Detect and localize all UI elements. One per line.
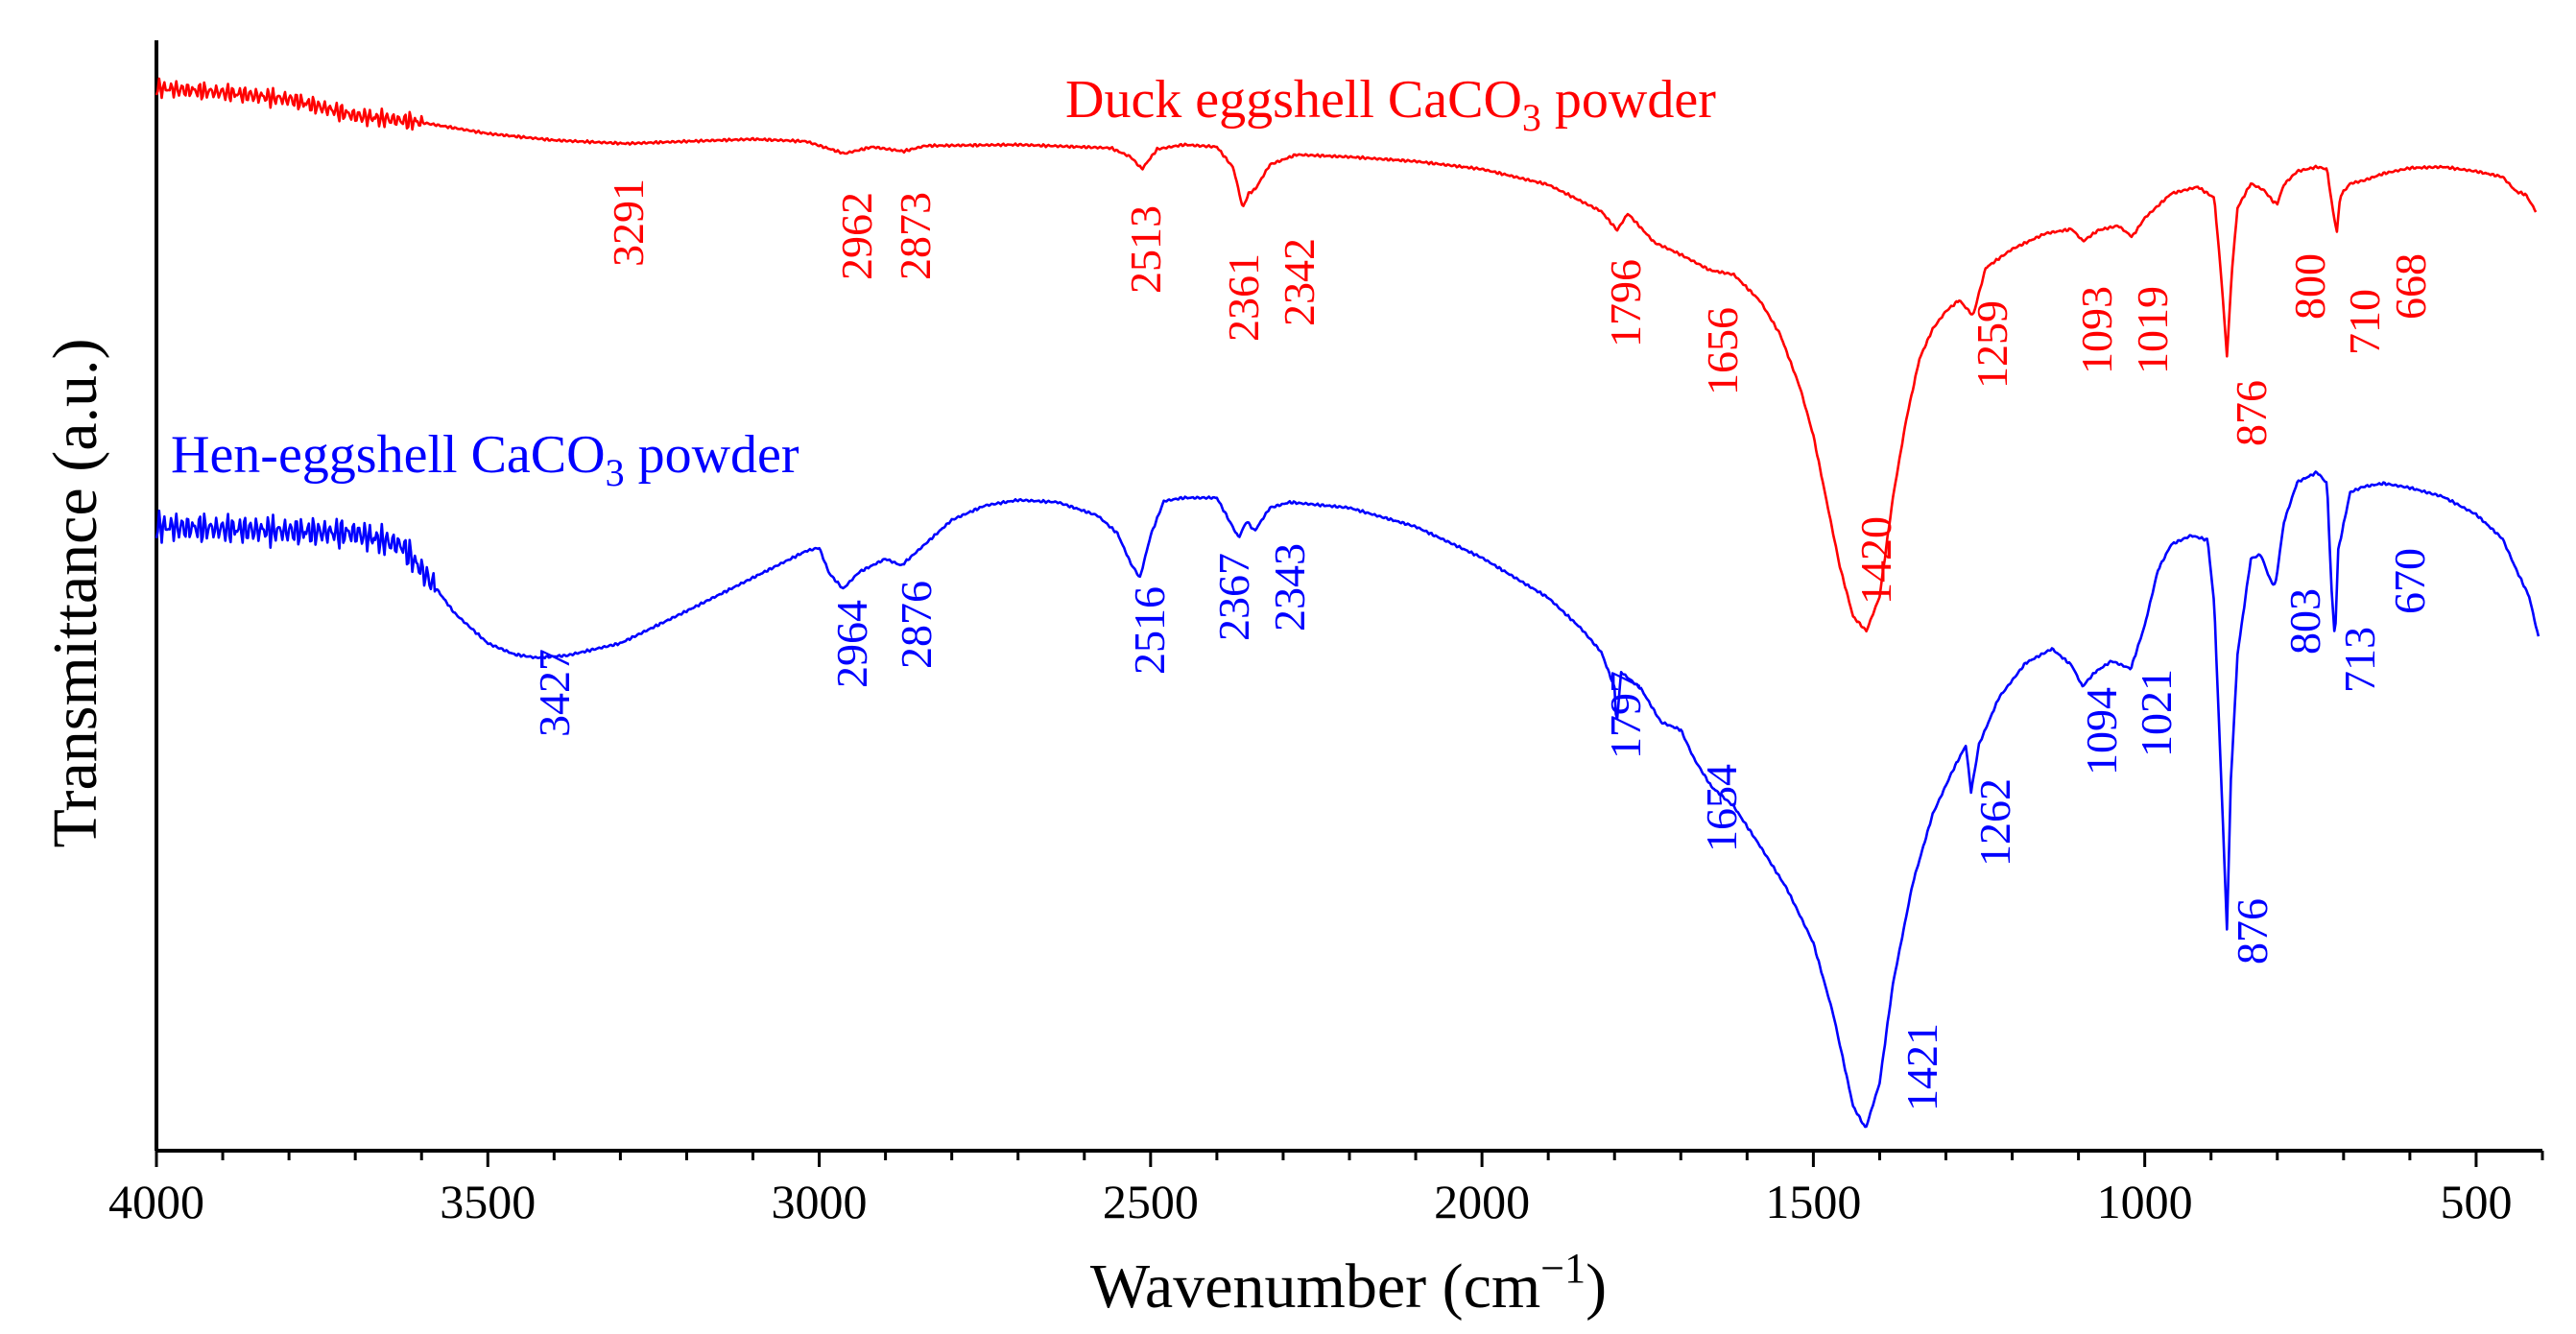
x-tick-label: 2500	[1103, 1175, 1199, 1228]
peak-label-duck: 2873	[891, 192, 940, 280]
peak-label-hen: 876	[2228, 898, 2277, 965]
peak-label-duck: 3291	[604, 179, 653, 267]
axes	[155, 40, 2542, 1153]
spectrum-hen-eggshell	[155, 470, 2540, 1129]
peak-label-hen: 2876	[892, 581, 941, 669]
x-tick-label: 2000	[1434, 1175, 1530, 1228]
peak-label-hen: 670	[2385, 548, 2434, 614]
peak-label-duck: 1019	[2128, 286, 2177, 374]
x-tick-label: 3000	[772, 1175, 868, 1228]
series-label-hen: Hen-eggshell CaCO3 powder	[171, 425, 799, 494]
peak-label-duck: 876	[2227, 380, 2276, 446]
peak-label-duck: 1259	[1968, 300, 2016, 389]
peak-label-hen: 2367	[1209, 553, 1258, 641]
peak-label-hen: 1094	[2077, 687, 2126, 775]
peak-label-hen: 1797	[1601, 671, 1650, 759]
peak-label-duck: 710	[2340, 289, 2389, 355]
peak-label-hen: 1654	[1697, 764, 1746, 852]
x-ticks: 4000 3500 3000 2500 2000 1500 1000 500	[108, 1151, 2544, 1228]
peak-label-hen: 1262	[1970, 778, 2019, 867]
peak-label-duck: 800	[2285, 253, 2334, 320]
peak-label-duck: 1656	[1698, 307, 1747, 395]
peak-label-duck: 1420	[1851, 516, 1900, 605]
y-axis-title: Transmittance (a.u.)	[40, 339, 110, 848]
x-tick-label: 1500	[1765, 1175, 1861, 1228]
x-tick-label: 500	[2440, 1175, 2512, 1228]
peak-label-layer: 3291 2962 2873 2513 2361 2342 1796 1656 1420 1259…	[530, 179, 2435, 1111]
peak-label-hen: 2516	[1125, 586, 1174, 675]
series-label-duck: Duck eggshell CaCO3 powder	[1065, 70, 1716, 139]
x-tick-label: 3500	[440, 1175, 536, 1228]
peak-label-hen: 803	[2280, 588, 2329, 655]
peak-label-hen: 3427	[530, 649, 579, 737]
spectrum-duck-eggshell	[155, 77, 2538, 632]
peak-label-duck: 1796	[1601, 259, 1650, 347]
x-tick-label: 4000	[108, 1175, 204, 1228]
peak-label-duck: 2361	[1219, 253, 1268, 342]
peak-label-duck: 1093	[2072, 286, 2121, 374]
peak-label-hen: 1421	[1897, 1023, 1946, 1111]
peak-label-duck: 2513	[1121, 205, 1170, 294]
peak-label-duck: 2962	[832, 192, 881, 280]
peak-label-hen: 2343	[1265, 543, 1314, 631]
peak-label-hen: 1021	[2132, 669, 2181, 757]
peak-label-duck: 668	[2386, 253, 2435, 320]
series-layer	[155, 77, 2540, 1129]
x-axis-title: Wavenumber (cm−1)	[1090, 1245, 1607, 1322]
peak-label-duck: 2342	[1275, 238, 1324, 326]
peak-label-hen: 713	[2335, 627, 2384, 693]
peak-label-hen: 2964	[827, 600, 876, 688]
x-tick-label: 1000	[2097, 1175, 2193, 1228]
